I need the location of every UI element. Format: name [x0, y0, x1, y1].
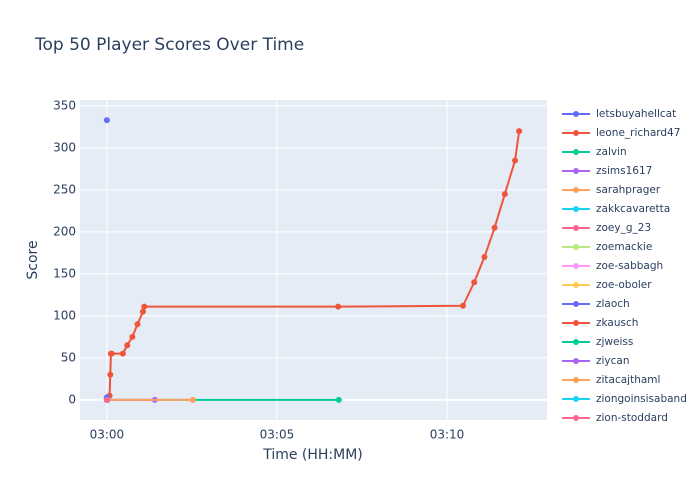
legend-label: zoe-oboler: [596, 279, 652, 291]
chart-title: Top 50 Player Scores Over Time: [34, 35, 304, 55]
legend-label: zjweiss: [596, 336, 633, 348]
legend-marker: [573, 358, 579, 364]
legend-label: sarahprager: [596, 184, 661, 196]
x-axis-title: Time (HH:MM): [262, 447, 363, 463]
legend-marker: [573, 263, 579, 269]
x-tick-label: 03:00: [90, 428, 125, 442]
data-point: [481, 254, 488, 261]
x-tick-label: 03:05: [260, 428, 295, 442]
data-point: [501, 191, 508, 198]
data-point: [141, 303, 148, 310]
grid: 0 50 100 150 200 250 300 350 03:00 03:05 03:10: [53, 98, 547, 442]
legend-marker: [573, 206, 579, 212]
legend-marker: [573, 339, 579, 345]
data-point: [139, 308, 146, 315]
legend-marker: [573, 168, 579, 174]
data-point: [108, 350, 115, 357]
x-tick-label: 03:10: [430, 428, 465, 442]
y-axis-title: Score: [25, 240, 41, 279]
plot-area: [80, 100, 547, 420]
y-tick-label: 100: [53, 308, 76, 322]
legend-marker: [573, 111, 579, 117]
y-tick-label: 250: [53, 182, 76, 196]
data-point: [459, 302, 466, 309]
legend-marker: [573, 130, 579, 136]
legend-marker: [573, 320, 579, 326]
legend-label: zoe-sabbagh: [596, 260, 663, 272]
legend-label: zitacajthaml: [596, 374, 660, 386]
legend-label: zalvin: [596, 146, 627, 158]
legend-label: zakkcavaretta: [596, 203, 670, 215]
legend-label: zion-stoddard: [596, 412, 668, 424]
data-point: [107, 371, 114, 378]
legend-marker: [573, 187, 579, 193]
legend-label: leone_richard47: [596, 127, 680, 139]
y-tick-label: 350: [53, 98, 76, 112]
data-point: [335, 396, 342, 403]
y-tick-label: 150: [53, 266, 76, 280]
legend-marker: [573, 225, 579, 231]
data-point: [129, 333, 136, 340]
legend-label: zoey_g_23: [596, 222, 651, 234]
data-point: [103, 396, 110, 403]
y-tick-label: 200: [53, 224, 76, 238]
legend-label: letsbuyahellcat: [596, 108, 676, 120]
series-layer: [103, 117, 523, 403]
data-point: [189, 396, 196, 403]
legend-label: zkausch: [596, 317, 638, 329]
legend-marker: [573, 282, 579, 288]
legend-label: zsims1617: [596, 165, 652, 177]
data-point: [124, 342, 131, 349]
data-point: [471, 279, 478, 286]
legend-label: zlaoch: [596, 298, 630, 310]
data-point: [103, 117, 110, 124]
data-point: [134, 321, 141, 328]
y-tick-label: 50: [61, 350, 76, 364]
legend-marker: [573, 244, 579, 250]
y-tick-label: 0: [68, 392, 76, 406]
data-point: [512, 157, 519, 164]
legend-marker: [573, 301, 579, 307]
legend-marker: [573, 377, 579, 383]
legend-label: zoemackie: [596, 241, 652, 253]
legend-label: ziongoinsisaband: [596, 393, 687, 405]
legend-marker: [573, 415, 579, 421]
legend-marker: [573, 396, 579, 402]
data-point: [491, 224, 498, 231]
data-point: [119, 350, 126, 357]
data-point: [516, 128, 523, 135]
legend-marker: [573, 149, 579, 155]
y-tick-label: 300: [53, 140, 76, 154]
data-point: [335, 303, 342, 310]
legend-label: ziycan: [596, 355, 630, 367]
